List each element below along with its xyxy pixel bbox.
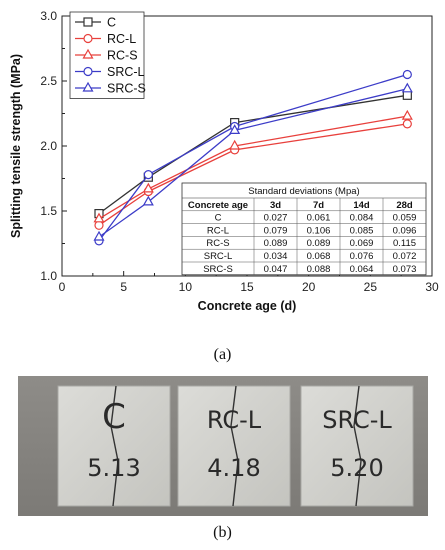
series-src-s xyxy=(93,82,413,241)
data-point xyxy=(142,195,154,206)
sd-cell: 0.088 xyxy=(307,264,331,275)
crack-line xyxy=(230,385,239,507)
crack-line xyxy=(353,385,362,507)
series-line xyxy=(98,115,408,220)
specimen-label: C xyxy=(102,397,126,437)
x-tick-label: 20 xyxy=(302,280,316,294)
sd-header-cell: 14d xyxy=(353,200,370,211)
specimen-strength: 5.20 xyxy=(330,454,383,482)
strength-chart: 0 5 10 15 20 25 301.01.52.02.53.0 CRC-LRC-SSRC… xyxy=(9,9,439,313)
y-tick-label: 2.5 xyxy=(40,74,57,88)
specimen-2: RC-L 4.18 xyxy=(177,385,291,507)
sd-cell: 0.072 xyxy=(393,251,417,262)
legend-marker xyxy=(82,81,94,92)
sd-cell: 0.034 xyxy=(264,251,288,262)
y-tick-label: 3.0 xyxy=(40,9,57,23)
data-point xyxy=(229,139,241,150)
data-point xyxy=(143,170,153,180)
x-tick-label: 10 xyxy=(179,280,193,294)
sd-cell: 0.047 xyxy=(264,264,288,275)
legend-item: SRC-S xyxy=(75,82,146,96)
x-tick-label: 5 xyxy=(120,280,127,294)
x-tick-label: 15 xyxy=(240,280,254,294)
sd-cell: 0.085 xyxy=(350,225,374,236)
sd-cell: 0.089 xyxy=(264,238,288,249)
sd-cell: 0.115 xyxy=(393,238,416,249)
sd-cell: 0.084 xyxy=(350,213,374,224)
legend-label: SRC-L xyxy=(107,65,145,79)
data-point xyxy=(402,69,412,80)
series-line xyxy=(98,73,408,242)
legend-item: C xyxy=(75,16,116,30)
series-layer xyxy=(93,69,413,246)
data-point xyxy=(94,220,104,230)
legend-marker xyxy=(83,33,93,44)
sd-cell: 0.059 xyxy=(393,213,417,224)
caption-a: (a) xyxy=(213,346,232,363)
sd-cell: 0.061 xyxy=(307,213,331,224)
sd-table: Standard deviations (Mpa)Concrete age 3d 7… xyxy=(181,182,427,276)
specimen-strength: 4.18 xyxy=(207,454,260,482)
sd-cell: 0.068 xyxy=(307,251,331,262)
specimen-strength: 5.13 xyxy=(87,454,140,482)
data-point xyxy=(229,124,241,134)
y-axis-label: Splitting tensile strength (MPa) xyxy=(9,54,23,238)
sd-cell: RC-L xyxy=(207,225,229,236)
legend-label: C xyxy=(107,16,116,30)
sd-header-cell: 3d xyxy=(270,200,281,211)
specimen-3: SRC-L 5.20 xyxy=(300,385,414,507)
crack-line xyxy=(110,385,119,507)
sd-cell: SRC-S xyxy=(203,264,233,275)
sd-cell: 0.089 xyxy=(307,238,331,249)
y-tick-label: 1.0 xyxy=(40,269,57,283)
sd-cell: RC-S xyxy=(206,238,229,249)
sd-header-cell: 28d xyxy=(396,200,413,211)
legend-item: RC-S xyxy=(75,49,138,63)
caption-b: (b) xyxy=(213,524,232,541)
y-tick-label: 2.0 xyxy=(40,139,57,153)
legend-marker xyxy=(83,17,93,27)
sd-cell: 0.076 xyxy=(350,251,374,262)
sd-cell: 0.079 xyxy=(264,225,288,236)
sd-header-cell: Concrete age xyxy=(188,200,248,211)
sd-cell: 0.064 xyxy=(350,264,374,275)
legend-label: SRC-S xyxy=(107,82,146,96)
legend-marker xyxy=(83,66,93,77)
sd-cell: 0.096 xyxy=(393,225,417,236)
x-tick-label: 25 xyxy=(364,280,378,294)
data-point xyxy=(402,90,412,100)
chart-axes: 0 5 10 15 20 25 30 1.0 1.5 2.0 2.5 3.0 xyxy=(40,9,439,294)
y-tick-label: 1.5 xyxy=(40,204,57,218)
legend-item: RC-L xyxy=(75,32,136,46)
sd-cell: 0.069 xyxy=(350,238,374,249)
specimen-label: SRC-L xyxy=(322,406,392,434)
sd-header-cell: 7d xyxy=(313,200,324,211)
data-point xyxy=(93,230,105,241)
sd-cell: SRC-L xyxy=(204,251,233,262)
specimen-label: RC-L xyxy=(207,406,262,434)
series-rc-s xyxy=(93,109,413,223)
data-point xyxy=(401,82,413,93)
sd-cell: 0.073 xyxy=(393,264,417,275)
legend-item: SRC-L xyxy=(75,65,145,79)
sd-table-title: Standard deviations (Mpa) xyxy=(248,186,359,197)
data-point xyxy=(142,182,154,193)
sd-cell: C xyxy=(215,213,222,224)
sd-cell: 0.106 xyxy=(307,225,331,236)
data-point xyxy=(401,109,413,120)
specimen-photo: C 5.13 RC-L 4.18 SRC-L 5.20 xyxy=(18,376,428,516)
specimen-1: C 5.13 xyxy=(57,385,171,507)
legend: C RC-L RC-S SRC-L SRC-S xyxy=(69,11,146,99)
series-line xyxy=(98,88,408,238)
x-axis-label: Concrete age (d) xyxy=(198,299,297,313)
data-point xyxy=(93,212,105,223)
x-tick-label: 30 xyxy=(425,280,439,294)
data-point xyxy=(402,119,412,129)
legend-marker xyxy=(82,48,94,59)
sd-cell: 0.027 xyxy=(264,213,288,224)
legend-label: RC-L xyxy=(107,32,136,46)
legend-label: RC-S xyxy=(107,49,138,63)
x-tick-label: 0 xyxy=(59,280,66,294)
